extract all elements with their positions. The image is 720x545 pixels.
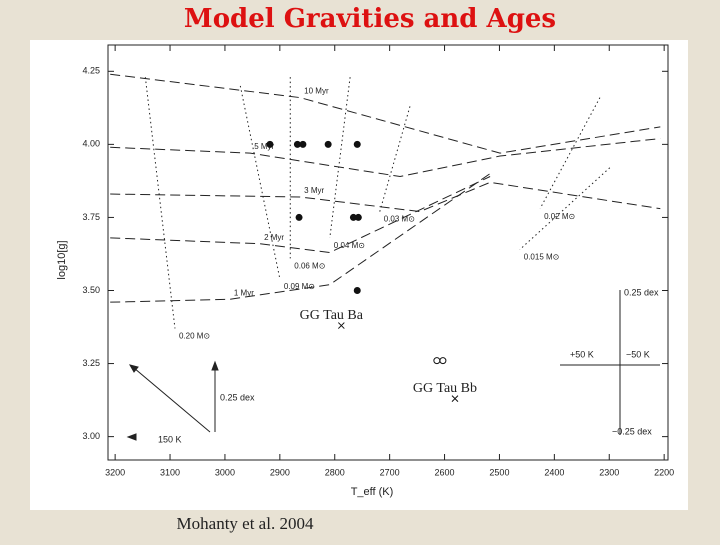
observed-point (293, 140, 301, 148)
x-tick-label: 2700 (380, 467, 400, 477)
error-label: +50 K (570, 349, 594, 359)
x-tick-label: 3200 (105, 467, 125, 477)
error-label: −0.25 dex (612, 426, 652, 436)
slide-title: Model Gravities and Ages (184, 4, 556, 34)
model-curve (144, 77, 176, 329)
observed-point (354, 213, 362, 221)
model-curve (539, 97, 601, 209)
error-cross (126, 290, 660, 441)
curve-label: 5 Myr (254, 142, 274, 151)
x-tick-label: 2300 (599, 467, 619, 477)
curve-label: 0.20 M⊙ (179, 332, 210, 341)
model-curve (110, 176, 491, 254)
error-label: 150 K (158, 434, 182, 444)
curve-label: 10 Myr (304, 87, 329, 96)
x-tick-label: 3100 (160, 467, 180, 477)
y-tick-label: 4.25 (82, 66, 100, 76)
x-tick-label: 2200 (654, 467, 674, 477)
error-label: 0.25 dex (624, 287, 659, 297)
curve-label: 0.09 M⊙ (284, 282, 315, 291)
open-point (439, 357, 447, 365)
object-marker (451, 395, 459, 402)
model-curve (239, 85, 281, 279)
y-tick-label: 4.00 (82, 139, 100, 149)
observed-point (324, 140, 332, 148)
observed-point (266, 140, 274, 148)
observed-point (353, 286, 361, 294)
model-curve (110, 173, 491, 303)
object-label: GG Tau Bb (413, 381, 477, 396)
curve-label: 3 Myr (304, 186, 324, 195)
curve-label: 0.04 M⊙ (334, 241, 365, 250)
curve-label: 0.06 M⊙ (294, 261, 325, 270)
model-curve (329, 77, 351, 238)
model-curve (110, 138, 661, 178)
y-tick-label: 3.00 (82, 431, 100, 441)
y-tick-label: 3.25 (82, 358, 100, 368)
object-label: GG Tau Ba (300, 308, 364, 323)
y-tick-label: 3.50 (82, 285, 100, 295)
observed-point (353, 140, 361, 148)
error-label: 0.25 dex (220, 392, 255, 402)
curve-label: 1 Myr (234, 288, 254, 297)
x-tick-label: 2500 (489, 467, 509, 477)
x-axis-label: T_eff (K) (351, 486, 394, 498)
plot-frame (107, 44, 669, 461)
curve-label: 2 Myr (264, 233, 284, 242)
observed-point (299, 140, 307, 148)
y-tick-label: 3.75 (82, 212, 100, 222)
plot-panel (30, 40, 688, 510)
object-marker (337, 322, 345, 329)
y-axis-label: log10[g] (56, 240, 68, 279)
x-tick-label: 3000 (215, 467, 235, 477)
citation: Mohanty et al. 2004 (177, 514, 314, 533)
x-tick-label: 2600 (435, 467, 455, 477)
observed-point (295, 213, 303, 221)
x-tick-label: 2900 (270, 467, 290, 477)
error-label: −50 K (626, 349, 650, 359)
curve-label: 0.03 M⊙ (384, 215, 415, 224)
model-curve (379, 106, 411, 212)
x-tick-label: 2800 (325, 467, 345, 477)
x-tick-label: 2400 (544, 467, 564, 477)
curve-label: 0.02 M⊙ (544, 212, 575, 221)
curve-label: 0.015 M⊙ (524, 253, 560, 262)
observed-point (349, 213, 357, 221)
model-curve (110, 181, 661, 213)
model-curve (110, 73, 661, 154)
